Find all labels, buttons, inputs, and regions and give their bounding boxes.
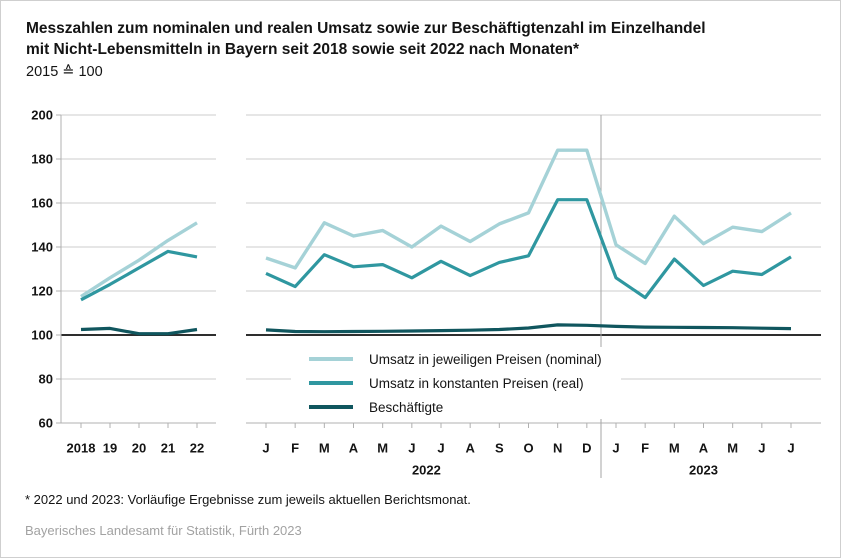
month-tick-label: A	[465, 440, 475, 456]
legend-item-nominal: Umsatz in jeweiligen Preisen (nominal)	[291, 349, 621, 369]
month-tick-label: M	[727, 440, 739, 456]
y-tick-label: 180	[31, 151, 53, 167]
legend-item-employed: Beschäftigte	[291, 397, 621, 417]
y-tick-label: 140	[31, 239, 53, 255]
year-tick-label: 21	[160, 440, 176, 456]
y-tick-label: 80	[38, 371, 53, 387]
series-line-real	[265, 198, 792, 300]
month-tick-label: J	[408, 440, 416, 456]
legend: Umsatz in jeweiligen Preisen (nominal) U…	[291, 347, 621, 419]
month-tick-label: A	[698, 440, 709, 456]
year-group-label: 2022	[411, 462, 441, 478]
title-block: Messzahlen zum nominalen und realen Umsa…	[26, 18, 706, 80]
month-tick-label: O	[523, 440, 534, 456]
chart-title-line1: Messzahlen zum nominalen und realen Umsa…	[26, 20, 706, 37]
year-tick-label: 19	[102, 440, 118, 456]
month-tick-label: S	[494, 440, 504, 456]
year-tick-label: 2018	[66, 440, 96, 456]
month-tick-label: F	[641, 440, 650, 456]
month-tick-label: N	[552, 440, 563, 456]
y-tick-label: 160	[31, 195, 53, 211]
series-line-employed	[80, 326, 198, 336]
month-tick-label: J	[437, 440, 445, 456]
month-tick-label: M	[377, 440, 389, 456]
year-tick-label: 20	[131, 440, 147, 456]
y-tick-label: 200	[31, 107, 53, 123]
month-tick-label: M	[318, 440, 330, 456]
source-attribution: Bayerisches Landesamt für Statistik, Für…	[25, 523, 302, 538]
chart-title-line2: mit Nicht-Lebensmitteln in Bayern seit 2…	[26, 41, 580, 58]
legend-label-real: Umsatz in konstanten Preisen (real)	[369, 375, 584, 391]
footnote: * 2022 und 2023: Vorläufige Ergebnisse z…	[25, 492, 471, 507]
legend-item-real: Umsatz in konstanten Preisen (real)	[291, 373, 621, 393]
year-group-label: 2023	[689, 462, 718, 478]
legend-label-employed: Beschäftigte	[369, 399, 444, 415]
month-tick-label: F	[291, 440, 300, 456]
nominal-line-swatch-icon	[309, 357, 353, 361]
series-line-employed	[265, 323, 792, 334]
month-tick-label: J	[758, 440, 766, 456]
y-tick-label: 100	[31, 327, 53, 343]
month-tick-label: D	[582, 440, 592, 456]
chart-subtitle: 2015 ≙ 100	[26, 64, 103, 80]
series-line-nominal	[265, 148, 792, 270]
y-tick-label: 120	[31, 283, 53, 299]
real-line-swatch-icon	[309, 381, 353, 385]
year-tick-label: 22	[189, 440, 205, 456]
series-line-nominal	[80, 221, 198, 298]
month-tick-label: M	[668, 440, 680, 456]
month-tick-label: J	[787, 440, 795, 456]
series-line-real	[80, 249, 198, 302]
month-tick-label: A	[348, 440, 359, 456]
month-tick-label: J	[262, 440, 270, 456]
month-tick-label: J	[612, 440, 620, 456]
employed-line-swatch-icon	[309, 405, 353, 409]
legend-label-nominal: Umsatz in jeweiligen Preisen (nominal)	[369, 351, 602, 367]
y-tick-label: 60	[38, 415, 53, 431]
